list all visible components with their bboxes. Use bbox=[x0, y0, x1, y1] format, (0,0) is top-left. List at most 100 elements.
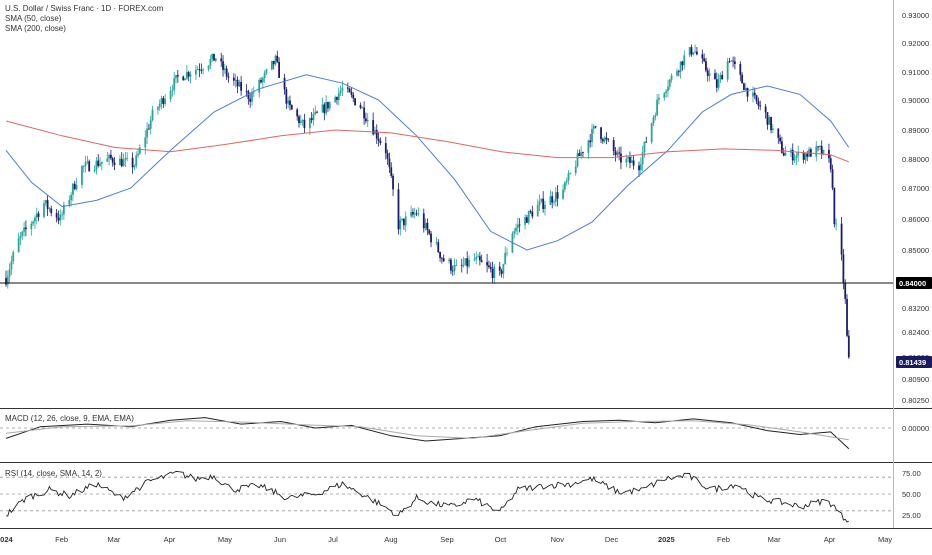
candle-body bbox=[493, 266, 496, 278]
candle-body bbox=[527, 211, 530, 223]
candle-body bbox=[366, 120, 369, 122]
candle-body bbox=[157, 107, 159, 110]
candle-body bbox=[19, 235, 22, 239]
candle-body bbox=[486, 262, 488, 266]
candle-body bbox=[232, 77, 235, 81]
macd-legend[interactable]: MACD (12, 26, close, 9, EMA, EMA) bbox=[5, 414, 134, 423]
candle-body bbox=[334, 97, 337, 103]
candle-body bbox=[361, 107, 364, 109]
candle-body bbox=[372, 120, 375, 135]
candle-body bbox=[842, 254, 845, 284]
candle-body bbox=[55, 213, 58, 218]
candle-body bbox=[594, 126, 597, 128]
candle-body bbox=[272, 60, 275, 65]
sma50-legend[interactable]: SMA (50, close) bbox=[5, 14, 62, 23]
candle-body bbox=[464, 258, 467, 265]
candle-body bbox=[625, 158, 628, 163]
time-tick-label: Sep bbox=[440, 535, 453, 544]
candle-body bbox=[663, 92, 666, 98]
candle-body bbox=[363, 107, 366, 119]
candle-body bbox=[401, 218, 403, 221]
candle-body bbox=[176, 75, 179, 77]
candle-body bbox=[384, 143, 387, 154]
candle-body bbox=[513, 231, 516, 234]
candle-body bbox=[529, 211, 532, 213]
candle-body bbox=[21, 231, 24, 236]
candle-body bbox=[549, 196, 552, 205]
candle-body bbox=[225, 68, 228, 77]
price-tick-label: 0.93000 bbox=[902, 11, 929, 20]
candle-body bbox=[569, 173, 572, 174]
candle-body bbox=[681, 61, 684, 66]
candle-body bbox=[542, 198, 545, 209]
candle-body bbox=[415, 213, 418, 215]
candle-body bbox=[240, 82, 243, 91]
candle-body bbox=[688, 47, 691, 56]
candle-body bbox=[37, 213, 40, 217]
candle-body bbox=[629, 157, 631, 163]
candle-body bbox=[6, 276, 9, 285]
candle-body bbox=[251, 93, 253, 102]
candle-body bbox=[365, 118, 367, 122]
candle-body bbox=[524, 217, 526, 225]
candle-body bbox=[580, 152, 583, 157]
candle-body bbox=[397, 189, 400, 230]
candle-body bbox=[733, 61, 736, 64]
candle-body bbox=[703, 58, 706, 62]
candle-body bbox=[683, 55, 686, 66]
candle-body bbox=[260, 80, 262, 83]
candle-body bbox=[323, 104, 326, 114]
candle-body bbox=[258, 80, 261, 93]
candle-body bbox=[135, 155, 138, 166]
candle-body bbox=[498, 266, 501, 271]
candle-body bbox=[119, 158, 121, 166]
candle-body bbox=[797, 152, 800, 156]
candle-body bbox=[23, 227, 25, 232]
candle-body bbox=[781, 141, 783, 153]
candle-body bbox=[62, 204, 65, 215]
candle-body bbox=[352, 94, 355, 99]
candle-body bbox=[822, 149, 825, 155]
candle-body bbox=[840, 223, 843, 255]
candle-body bbox=[759, 105, 762, 107]
price-tick-label: 0.83200 bbox=[902, 304, 929, 313]
candle-body bbox=[274, 55, 277, 65]
candle-body bbox=[43, 203, 45, 217]
candle-body bbox=[701, 54, 704, 59]
sma200-legend[interactable]: SMA (200, close) bbox=[5, 24, 66, 33]
candle-body bbox=[460, 264, 463, 266]
candle-body bbox=[616, 152, 619, 156]
candle-body bbox=[554, 192, 557, 202]
price-tick-label: 0.82400 bbox=[902, 328, 929, 337]
candle-body bbox=[500, 270, 503, 274]
last-price-badge bbox=[896, 356, 932, 369]
candle-body bbox=[50, 208, 53, 214]
candle-body bbox=[350, 92, 353, 95]
candle-body bbox=[677, 71, 680, 73]
candle-body bbox=[325, 101, 328, 114]
candle-body bbox=[612, 140, 615, 152]
candle-body bbox=[817, 146, 819, 148]
candle-body bbox=[665, 91, 668, 93]
candle-body bbox=[184, 78, 186, 81]
candle-body bbox=[138, 147, 141, 154]
price-tick-label: 0.86000 bbox=[902, 215, 929, 224]
candle-body bbox=[249, 98, 252, 102]
candle-body bbox=[106, 158, 109, 162]
candle-body bbox=[551, 196, 554, 203]
candle-body bbox=[209, 59, 212, 66]
time-tick-label: Apr bbox=[164, 535, 176, 544]
candle-body bbox=[339, 90, 342, 94]
candle-body bbox=[696, 51, 698, 55]
candle-body bbox=[565, 180, 568, 183]
candle-body bbox=[32, 221, 35, 224]
rsi-legend[interactable]: RSI (14, close, SMA, 14, 2) bbox=[5, 469, 102, 478]
candle-body bbox=[576, 153, 579, 167]
candle-body bbox=[82, 166, 85, 167]
candle-body bbox=[473, 259, 476, 261]
candle-body bbox=[652, 117, 655, 124]
candle-body bbox=[375, 130, 378, 139]
sma200-line bbox=[5, 120, 849, 163]
candle-body bbox=[818, 145, 821, 147]
